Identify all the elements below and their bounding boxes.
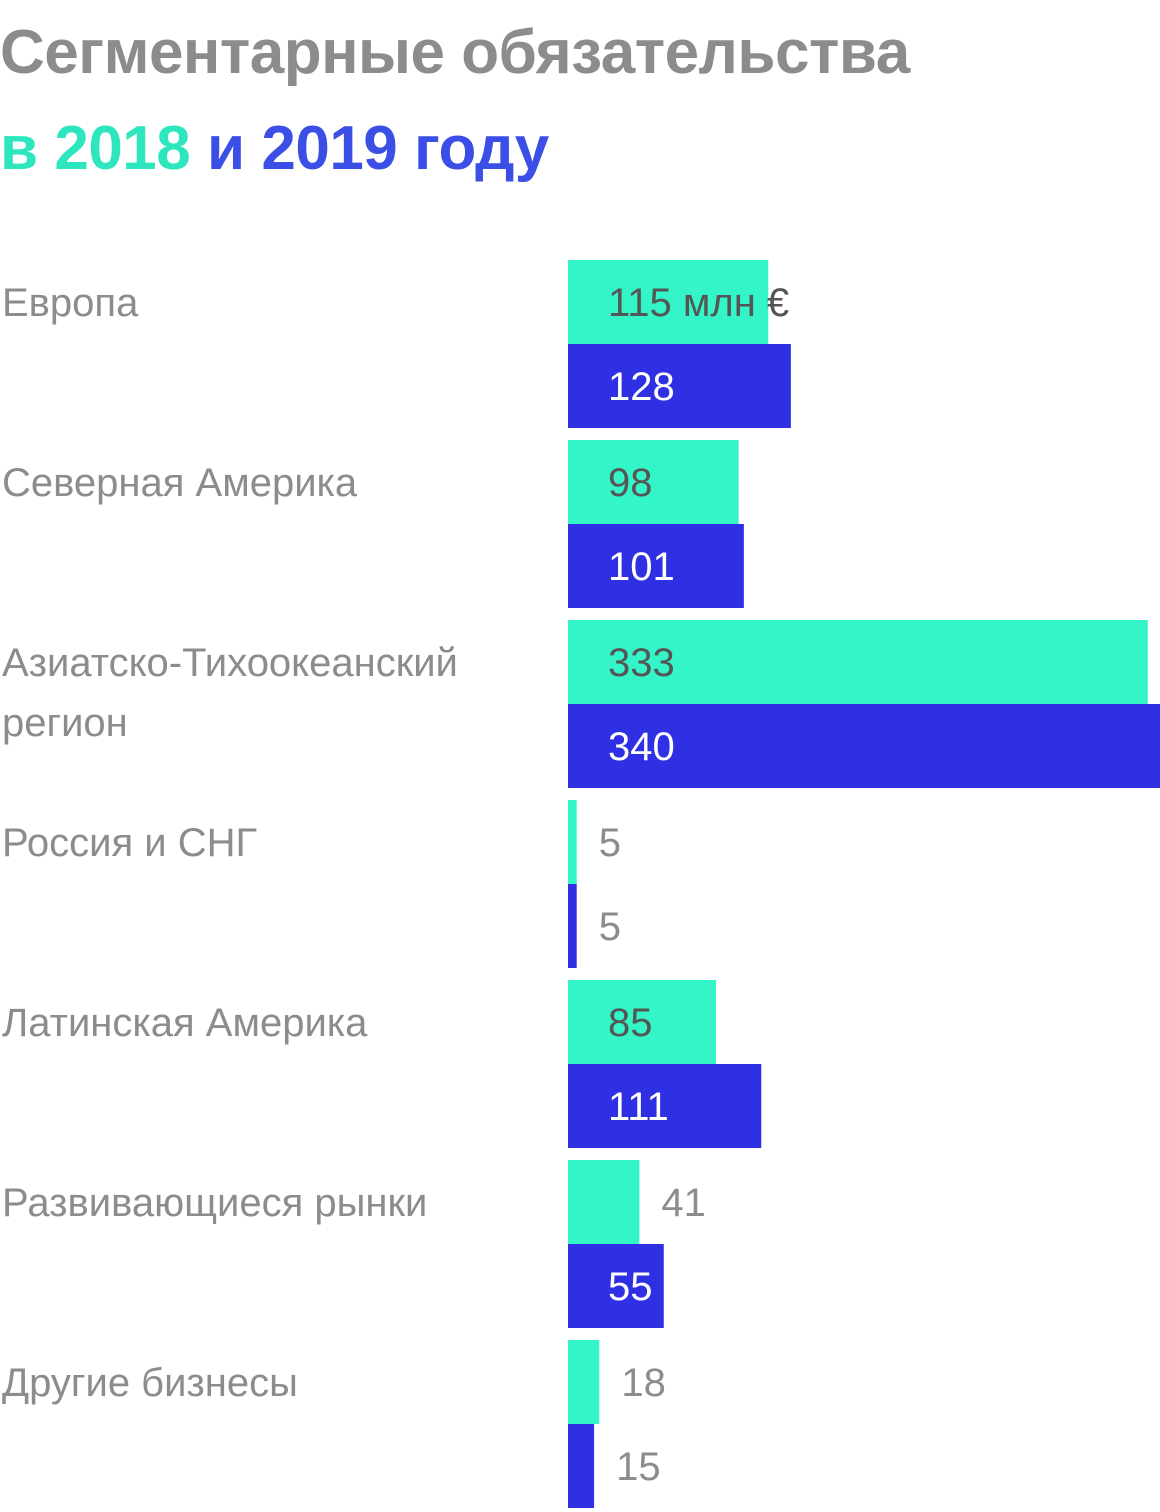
value-label-2019: 101 [608,545,675,589]
bar-2018 [568,980,716,1064]
bar-2018 [568,1160,640,1244]
bar-2019 [568,1244,664,1328]
title-year-2018: 2018 [54,114,191,183]
bar-2019 [568,704,1160,788]
category-label: Другие бизнесы [2,1361,298,1405]
title-prefix: в [0,114,55,183]
value-label-2018: 5 [599,821,621,865]
title-year-2019: 2019 [261,114,398,183]
value-label-2019: 128 [608,365,675,409]
category-label: Северная Америка [2,461,358,505]
bar-2018 [568,440,739,524]
bar-2018 [568,800,577,884]
bar-2019 [568,1424,595,1508]
value-label-2018: 333 [608,641,675,685]
category-label: Европа [2,281,139,325]
title-suffix: году [397,114,549,183]
category-label: Азиатско-Тихоокеанский регион [2,641,458,745]
bar-2019 [568,884,577,968]
bar-2018 [568,1340,600,1424]
value-label-2019: 15 [616,1445,661,1489]
category-label: Развивающиеся рынки [2,1181,427,1225]
value-label-2018: 98 [608,461,653,505]
category-label: Латинская Америка [2,1001,368,1045]
value-label-2019: 5 [599,905,621,949]
value-label-2018: 41 [661,1181,706,1225]
title-joiner: и [190,114,262,183]
value-label-2018: 18 [621,1361,666,1405]
value-label-2019: 55 [608,1265,653,1309]
category-label: Россия и СНГ [2,821,257,865]
value-label-2018: 115 млн € [608,281,789,325]
bar-2019 [568,344,791,428]
value-label-2018: 85 [608,1001,653,1045]
bar-2018 [568,260,769,344]
value-label-2019: 340 [608,725,675,769]
bar-2018 [568,620,1148,704]
bar-2019 [568,1064,762,1148]
bar-2019 [568,524,744,608]
value-label-2019: 111 [608,1085,669,1129]
chart-title-line1: Сегментарные обязательства [0,18,910,87]
chart-title-line2: в 2018 и 2019 году [0,118,549,180]
